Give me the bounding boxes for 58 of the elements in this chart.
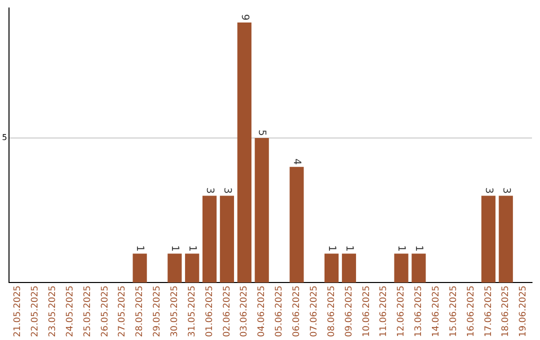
- bar: [324, 254, 339, 282]
- bar: [412, 254, 426, 282]
- x-tick-label: 08.06.2025: [326, 285, 337, 337]
- x-tick-label: 10.06.2025: [362, 285, 372, 337]
- x-tick-label: 25.05.2025: [82, 285, 93, 337]
- x-tick-label: 01.06.2025: [204, 285, 215, 337]
- bar: [394, 254, 408, 282]
- x-tick-label: 28.05.2025: [135, 285, 146, 337]
- data-label: 1: [396, 245, 407, 252]
- x-tick-label: 02.06.2025: [222, 285, 232, 337]
- x-tick-label: 11.06.2025: [379, 285, 390, 337]
- x-tick-label: 26.05.2025: [100, 285, 110, 337]
- bar: [185, 254, 200, 282]
- data-label: 5: [256, 130, 268, 136]
- x-tick-label: 04.06.2025: [257, 285, 268, 337]
- x-tick-label: 12.06.2025: [396, 285, 407, 337]
- data-label: 1: [413, 245, 424, 252]
- bar: [202, 196, 217, 282]
- x-tick-label: 22.05.2025: [30, 285, 41, 337]
- data-label: 1: [326, 245, 337, 252]
- bar: [342, 254, 356, 282]
- data-label: 4: [291, 158, 302, 165]
- x-tick-label: 24.05.2025: [65, 285, 76, 337]
- x-tick-label: 31.05.2025: [187, 285, 198, 337]
- data-label: 3: [482, 187, 494, 194]
- x-tick-label: 21.05.2025: [13, 285, 24, 337]
- bar: [168, 254, 182, 282]
- bar: [220, 196, 234, 282]
- bar: [254, 138, 269, 282]
- data-label: 3: [204, 187, 215, 194]
- x-tick-label: 05.06.2025: [274, 285, 285, 337]
- data-label: 3: [500, 187, 512, 194]
- x-tick-label: 06.06.2025: [292, 285, 302, 337]
- bar: [498, 196, 513, 282]
- x-tick-label: 15.06.2025: [448, 285, 459, 337]
- bar: [481, 196, 496, 282]
- data-label: 9: [238, 14, 250, 20]
- bar: [237, 22, 252, 282]
- x-tick-label: 13.06.2025: [414, 285, 424, 337]
- x-tick-label: 23.05.2025: [48, 285, 58, 337]
- x-tick-label: 14.06.2025: [431, 285, 442, 337]
- x-tick-label: 09.06.2025: [344, 285, 354, 337]
- data-label: 1: [169, 245, 180, 252]
- x-tick-label: 29.05.2025: [152, 285, 163, 337]
- x-tick-label: 03.06.2025: [240, 285, 250, 337]
- x-tick-label: 16.06.2025: [466, 285, 476, 337]
- data-label: 1: [186, 245, 198, 252]
- bar: [132, 254, 147, 282]
- data-label: 1: [134, 245, 146, 252]
- x-tick-label: 17.06.2025: [484, 285, 494, 337]
- x-tick-label: 27.05.2025: [118, 285, 128, 337]
- data-label: 3: [221, 187, 232, 194]
- x-tick-label: 07.06.2025: [309, 285, 320, 337]
- x-tick-label: 19.06.2025: [518, 285, 529, 337]
- x-tick-label: 18.06.2025: [501, 285, 512, 337]
- bar: [290, 166, 304, 282]
- data-label: 1: [343, 245, 354, 252]
- x-tick-label: 30.05.2025: [170, 285, 180, 337]
